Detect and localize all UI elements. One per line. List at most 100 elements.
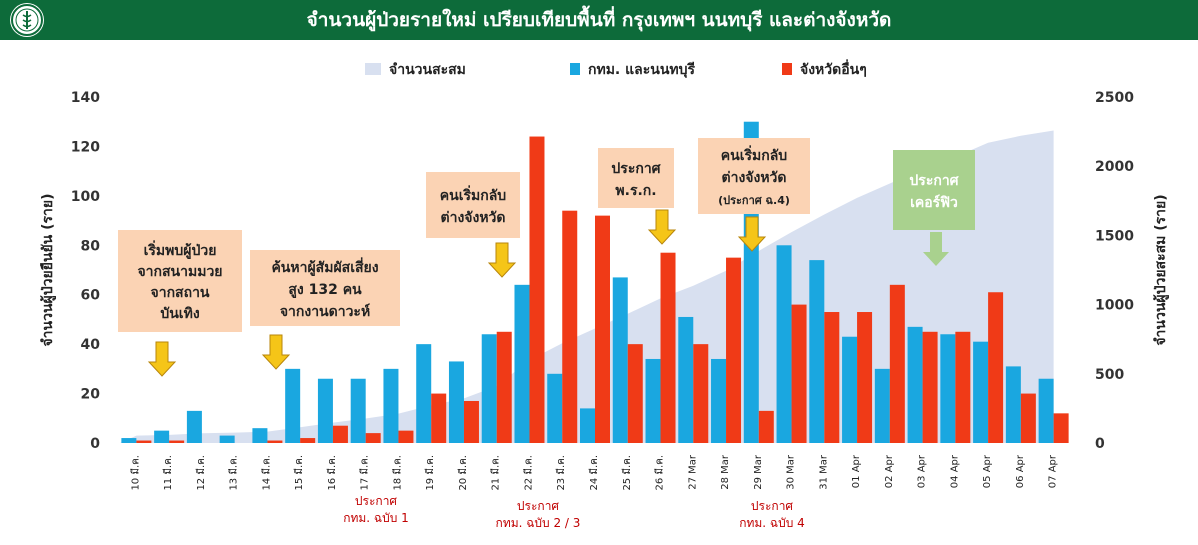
x-tick-label: 12 มี.ค.: [195, 455, 207, 491]
callout-box: [250, 250, 400, 326]
y-left-tick-label: 140: [71, 90, 100, 106]
bar-bkk: [842, 336, 858, 443]
bar-province: [955, 331, 971, 443]
legend-swatch: [365, 63, 381, 75]
bar-bkk: [219, 435, 235, 443]
callout-text: จากสนามมวย: [137, 264, 222, 280]
x-tick-label: 15 มี.ค.: [293, 455, 305, 491]
y-left-tick-label: 0: [90, 436, 100, 452]
bar-province: [660, 252, 676, 443]
bar-bkk: [186, 410, 202, 443]
legend-label: จังหวัดอื่นๆ: [800, 59, 867, 78]
bar-bkk: [809, 260, 825, 443]
y-right-tick-label: 2500: [1095, 90, 1134, 106]
bar-bkk: [317, 378, 333, 443]
bar-province: [595, 215, 610, 443]
bar-bkk: [645, 358, 661, 443]
x-tick-label: 20 มี.ค.: [457, 455, 469, 491]
callout-text: จากงานดาวะห์: [280, 303, 370, 320]
y-left-tick-label: 100: [71, 189, 100, 205]
bar-bkk: [481, 334, 497, 443]
bar-bkk: [154, 430, 170, 443]
y-right-tick-label: 2000: [1095, 159, 1134, 175]
callout-text: พ.ร.ก.: [615, 183, 656, 199]
callout-text: เริ่มพบผู้ป่วย: [144, 240, 217, 259]
x-tick-label: 11 มี.ค.: [162, 455, 174, 491]
x-tick-label: 21 มี.ค.: [490, 455, 502, 491]
callout-text: คนเริ่มกลับ: [721, 145, 788, 164]
x-tick-label: 02 Apr: [884, 454, 895, 488]
callout-text: ค้นหาผู้สัมผัสเสี่ยง: [271, 257, 378, 276]
x-tick-label: 19 มี.ค.: [424, 455, 436, 491]
bar-province: [726, 257, 742, 443]
header-bar: จำนวนผู้ป่วยรายใหม่ เปรียบเทียบพื้นที่ ก…: [0, 0, 1198, 40]
callout-text: ต่างจังหวัด: [721, 170, 786, 186]
bottom-annotation-text: ประกาศ: [517, 499, 560, 513]
down-arrow-icon: [737, 216, 767, 252]
callout-text: บันเทิง: [160, 306, 199, 322]
bar-province: [693, 344, 709, 443]
bar-bkk: [350, 378, 366, 443]
page-title: จำนวนผู้ป่วยรายใหม่ เปรียบเทียบพื้นที่ ก…: [306, 9, 892, 31]
callout-box: [598, 148, 674, 208]
bar-province: [791, 304, 807, 443]
callout-box: [118, 230, 242, 332]
bar-bkk: [612, 277, 628, 443]
bar-province: [889, 284, 905, 443]
bar-bkk: [678, 316, 694, 443]
x-tick-label: 26 มี.ค.: [654, 455, 666, 491]
bar-bkk: [940, 334, 956, 443]
bar-province: [169, 440, 185, 443]
x-tick-label: 07 Apr: [1048, 454, 1059, 488]
bar-bkk: [1005, 366, 1021, 443]
x-tick-label: 01 Apr: [851, 454, 862, 488]
bar-bkk: [285, 368, 301, 443]
bar-bkk: [973, 341, 989, 443]
x-tick-label: 27 Mar: [687, 454, 698, 490]
bar-bkk: [448, 361, 464, 443]
bar-province: [562, 210, 578, 443]
bar-province: [857, 312, 873, 443]
bar-province: [529, 136, 545, 443]
bar-province: [988, 292, 1004, 443]
bottom-annotation-text: กทม. ฉบับ 1: [343, 511, 409, 525]
bar-province: [463, 400, 479, 443]
callout-text: (ประกาศ ฉ.4): [718, 194, 790, 207]
callout-box: [426, 172, 520, 238]
callout-text: ประกาศ: [611, 161, 661, 177]
bar-province: [300, 438, 316, 443]
bar-province: [267, 440, 283, 443]
x-tick-label: 13 มี.ค.: [228, 455, 240, 491]
down-arrow-icon: [487, 242, 517, 278]
x-tick-label: 25 มี.ค.: [621, 455, 633, 491]
bar-bkk: [776, 245, 792, 443]
y-right-tick-label: 1000: [1095, 298, 1134, 314]
bar-bkk: [907, 326, 923, 443]
bar-bkk: [514, 284, 530, 443]
callout-text: เคอร์ฟิว: [910, 194, 958, 211]
x-tick-label: 24 มี.ค.: [588, 455, 600, 491]
down-arrow-icon: [647, 209, 677, 245]
y-right-tick-label: 1500: [1095, 228, 1134, 244]
bar-province: [1020, 393, 1036, 443]
bar-bkk: [252, 428, 268, 443]
x-tick-label: 14 มี.ค.: [260, 455, 272, 491]
x-tick-label: 03 Apr: [917, 454, 928, 488]
x-tick-label: 04 Apr: [949, 454, 960, 488]
callout-text: จากสถาน: [151, 285, 210, 301]
bar-province: [332, 425, 348, 443]
down-arrow-icon: [923, 232, 949, 266]
callout-text: คนเริ่มกลับ: [440, 185, 507, 204]
y-left-tick-label: 120: [71, 139, 100, 155]
x-tick-label: 17 มี.ค.: [359, 455, 371, 491]
down-arrow-icon: [147, 341, 177, 377]
bar-province: [136, 440, 152, 443]
y-left-tick-label: 80: [81, 238, 101, 254]
x-tick-label: 28 Mar: [720, 454, 731, 490]
bar-province: [496, 331, 512, 443]
x-tick-label: 06 Apr: [1015, 454, 1026, 488]
bar-bkk: [416, 344, 432, 443]
bar-province: [365, 433, 381, 443]
y-right-tick-label: 0: [1095, 436, 1105, 452]
callout-box-green: [893, 150, 975, 230]
